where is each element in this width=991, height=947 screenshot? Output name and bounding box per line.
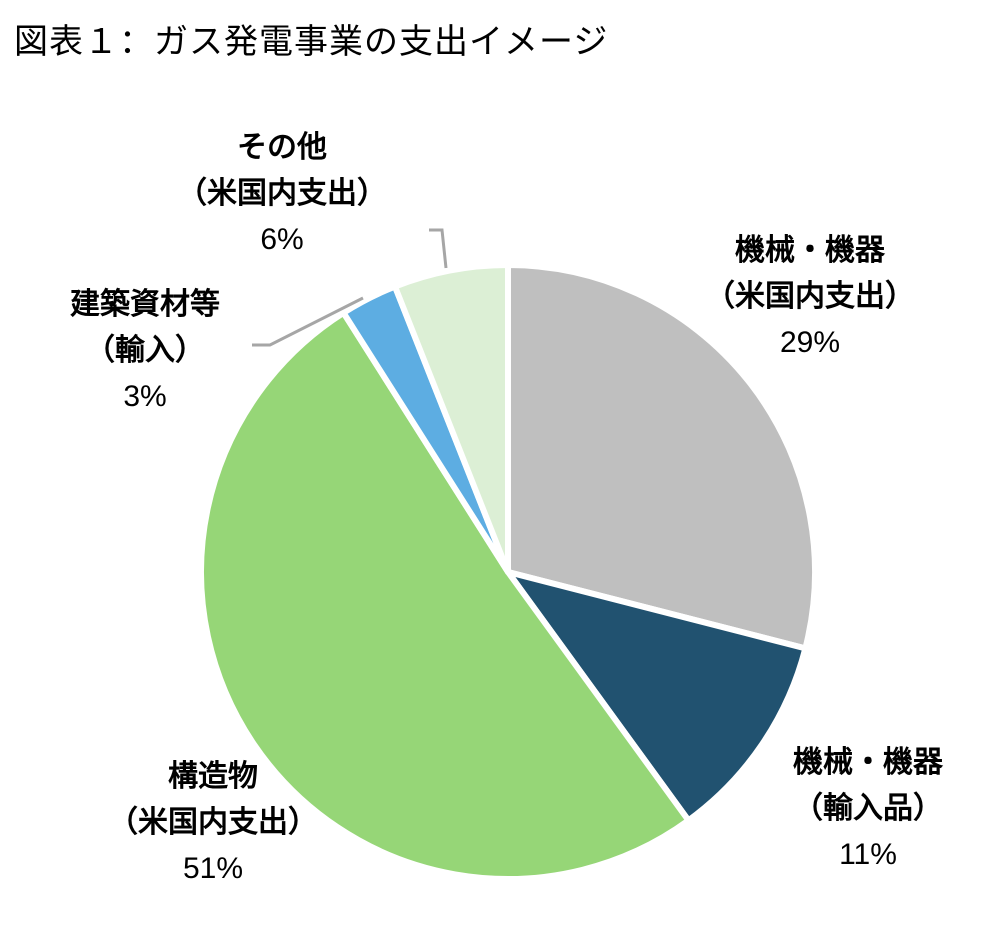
data-label-other: その他 （米国内支出） 6% — [177, 125, 387, 263]
data-label-machinery-domestic: 機械・機器 （米国内支出） 29% — [705, 228, 915, 366]
leader-line-building-materials — [252, 296, 364, 347]
label-percent: 3% — [123, 380, 167, 413]
data-label-building-materials: 建築資材等 （輸入） 3% — [70, 282, 220, 420]
label-line2: （米国内支出） — [177, 176, 387, 211]
label-percent: 29% — [779, 326, 841, 359]
data-label-structures: 構造物 （米国内支出） 51% — [108, 754, 318, 892]
label-line1: 構造物 — [168, 759, 258, 794]
label-percent: 51% — [182, 852, 244, 885]
chart-title: 図表１：ガス発電事業の支出イメージ — [14, 22, 609, 62]
label-line1: 建築資材等 — [70, 287, 220, 322]
data-label-machinery-imported: 機械・機器 （輸入品） 11% — [793, 740, 943, 878]
slice-machinery-imported — [505, 569, 809, 824]
label-line1: 機械・機器 — [793, 745, 943, 780]
label-line2: （輸入品） — [793, 791, 943, 826]
label-line2: （米国内支出） — [108, 805, 318, 840]
label-percent: 11% — [839, 838, 897, 871]
leader-line-other — [429, 228, 448, 269]
slice-machinery-domestic — [505, 262, 818, 652]
label-percent: 6% — [260, 223, 304, 256]
label-line2: （米国内支出） — [705, 279, 915, 314]
slice-other — [391, 262, 511, 575]
label-line1: その他 — [237, 130, 327, 165]
label-line1: 機械・機器 — [735, 233, 885, 268]
slice-structures — [198, 309, 692, 882]
label-line2: （輸入） — [85, 333, 205, 368]
